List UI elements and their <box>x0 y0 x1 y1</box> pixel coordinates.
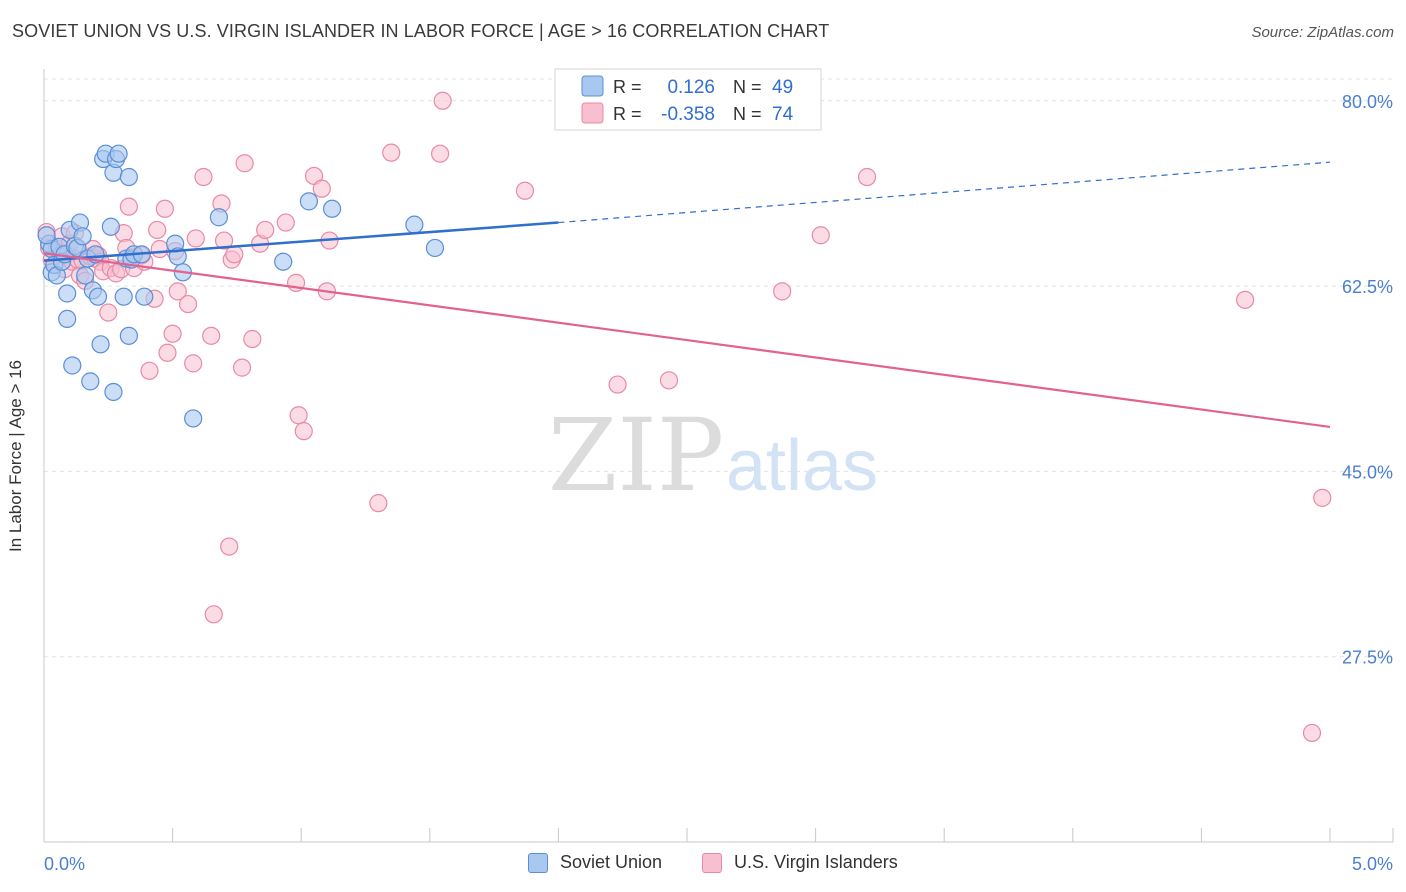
point-virgin-islanders <box>1302 723 1322 743</box>
legend-r-value-pink: -0.358 <box>661 104 715 125</box>
point-soviet-union <box>88 287 108 306</box>
point-virgin-islanders <box>235 154 254 173</box>
point-virgin-islanders <box>1313 488 1332 507</box>
legend-n-value-pink: 74 <box>772 104 794 125</box>
chart-title: SOVIET UNION VS U.S. VIRGIN ISLANDER IN … <box>12 21 830 41</box>
y-tick-label: 62.5% <box>1342 277 1393 297</box>
point-virgin-islanders <box>382 143 401 162</box>
stats-legend: R = 0.126 N = 49 R = -0.358 N = 74 <box>554 68 822 131</box>
point-virgin-islanders <box>204 605 223 624</box>
legend-item-virgin-islanders[interactable]: U.S. Virgin Islanders <box>702 852 898 873</box>
point-virgin-islanders <box>294 422 313 441</box>
axes <box>43 69 1394 843</box>
legend-n-label-blue: N = <box>733 77 762 97</box>
point-soviet-union <box>405 215 424 234</box>
point-soviet-union <box>63 356 82 375</box>
point-virgin-islanders <box>659 371 679 390</box>
point-soviet-union <box>81 372 100 391</box>
point-soviet-union <box>322 199 342 218</box>
point-soviet-union <box>184 409 203 428</box>
legend-n-label-pink: N = <box>733 104 762 124</box>
point-virgin-islanders <box>194 167 213 187</box>
point-virgin-islanders <box>163 324 182 343</box>
point-soviet-union <box>119 326 138 345</box>
point-virgin-islanders <box>312 179 331 198</box>
y-axis-title: In Labor Force | Age > 16 <box>6 359 25 553</box>
point-virgin-islanders <box>184 354 203 373</box>
legend-label-virgin-islanders: U.S. Virgin Islanders <box>734 852 898 872</box>
point-soviet-union <box>114 287 133 306</box>
point-virgin-islanders <box>1236 290 1255 309</box>
point-soviet-union <box>58 284 77 303</box>
point-virgin-islanders <box>178 294 198 314</box>
point-virgin-islanders <box>608 375 627 394</box>
point-virgin-islanders <box>430 144 450 163</box>
point-soviet-union <box>109 144 128 163</box>
point-virgin-islanders <box>158 343 177 362</box>
legend-swatch-blue <box>581 75 604 97</box>
point-virgin-islanders <box>150 239 169 259</box>
trendline-soviet-union <box>43 221 559 262</box>
legend-swatch-virgin-islanders <box>702 852 722 873</box>
watermark: ZIP atlas <box>548 397 878 514</box>
point-virgin-islanders <box>155 199 174 218</box>
point-virgin-islanders <box>119 197 138 216</box>
point-soviet-union <box>104 382 123 402</box>
x-tick-label-min: 0.0% <box>44 854 85 874</box>
x-tick-label-max: 5.0% <box>1352 854 1393 874</box>
point-virgin-islanders <box>243 329 262 349</box>
point-soviet-union <box>135 287 154 306</box>
y-tick-label: 45.0% <box>1342 462 1393 482</box>
y-tick-label: 80.0% <box>1342 92 1393 112</box>
legend-item-soviet-union[interactable]: Soviet Union <box>528 852 662 873</box>
point-virgin-islanders <box>256 220 275 240</box>
point-virgin-islanders <box>433 91 452 110</box>
point-soviet-union <box>91 335 110 354</box>
point-virgin-islanders <box>857 167 877 187</box>
point-virgin-islanders <box>186 229 205 248</box>
y-tick-label: 27.5% <box>1342 648 1393 668</box>
series-legend: Soviet Union U.S. Virgin Islanders <box>0 852 1406 878</box>
point-virgin-islanders <box>369 494 388 513</box>
point-soviet-union <box>209 208 228 227</box>
legend-r-label-blue: R = <box>613 77 642 97</box>
point-soviet-union <box>73 227 92 246</box>
legend-label-soviet-union: Soviet Union <box>560 852 663 872</box>
point-soviet-union <box>425 238 445 258</box>
legend-n-value-blue: 49 <box>772 77 793 98</box>
point-soviet-union <box>37 226 56 245</box>
point-soviet-union <box>101 217 120 236</box>
trendlines <box>43 161 1331 428</box>
point-virgin-islanders <box>202 326 221 345</box>
watermark-atlas: atlas <box>726 426 878 506</box>
legend-r-value-blue: 0.126 <box>667 77 715 98</box>
point-virgin-islanders <box>140 361 159 380</box>
point-virgin-islanders <box>773 282 792 301</box>
point-virgin-islanders <box>289 406 308 425</box>
chart-source: Source: ZipAtlas.com <box>1251 24 1394 41</box>
point-virgin-islanders <box>220 537 239 556</box>
legend-swatch-soviet-union <box>528 852 548 873</box>
y-tick-labels: 27.5% 45.0% 62.5% 80.0% <box>1342 92 1393 668</box>
watermark-zip: ZIP <box>548 397 724 514</box>
point-soviet-union <box>299 192 319 211</box>
legend-swatch-pink <box>581 102 604 124</box>
trendline-soviet-union-extension <box>558 161 1331 224</box>
legend-r-label-pink: R = <box>613 104 642 124</box>
point-virgin-islanders <box>515 181 535 200</box>
point-virgin-islanders <box>232 358 252 377</box>
point-virgin-islanders <box>99 303 118 322</box>
point-soviet-union <box>274 252 293 271</box>
point-soviet-union <box>58 309 77 329</box>
point-virgin-islanders <box>214 231 234 250</box>
point-virgin-islanders <box>168 282 187 301</box>
point-virgin-islanders <box>811 226 830 245</box>
point-soviet-union <box>119 167 138 187</box>
point-virgin-islanders <box>225 245 244 264</box>
trendline-virgin-islanders <box>43 252 1331 428</box>
point-virgin-islanders <box>276 213 295 232</box>
point-virgin-islanders <box>148 220 167 240</box>
